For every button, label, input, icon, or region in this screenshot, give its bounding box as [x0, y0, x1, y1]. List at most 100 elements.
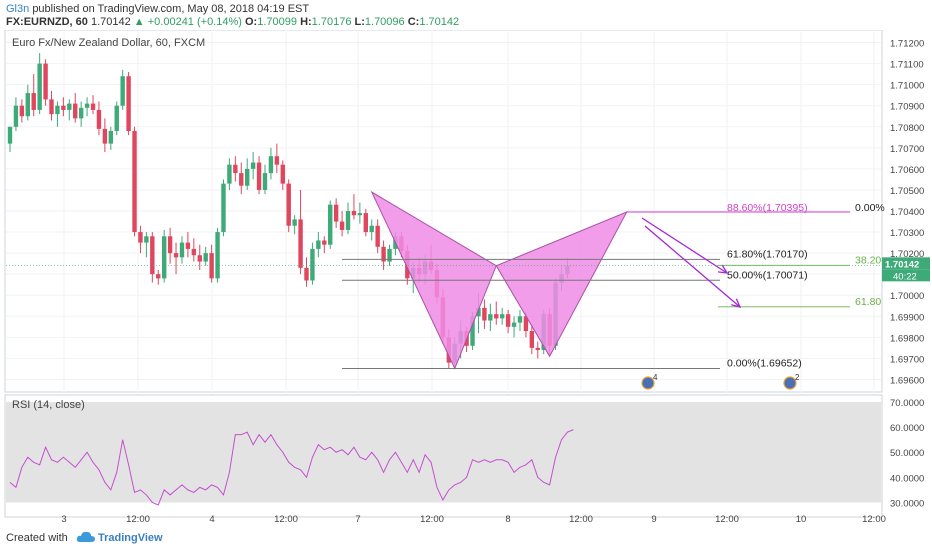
countdown-text: 40:22 [893, 271, 917, 282]
candle-body [310, 248, 315, 281]
candle-body [488, 314, 493, 321]
candle-body [221, 183, 226, 233]
time-tick-label: 12:00 [862, 514, 886, 525]
author-link[interactable]: Gl3n [6, 3, 30, 15]
candle-body [381, 246, 386, 262]
price-axis[interactable]: 1.71200 1.71100 1.71000 1.70900 1.70800 1.707… [6, 39, 930, 510]
candle-body [173, 253, 179, 258]
candle-body [351, 211, 357, 216]
candle-body [179, 242, 185, 258]
candle-body [191, 248, 197, 256]
candle-body [363, 213, 368, 233]
candle-body [84, 103, 90, 108]
candle-body [298, 219, 303, 268]
candle-body [96, 109, 102, 129]
price-tick-label: 1.70200 [890, 249, 924, 260]
candle-body [517, 316, 523, 323]
price-tick-label: 1.70500 [890, 186, 924, 197]
time-tick-label: 10 [796, 514, 807, 525]
candle-body [511, 322, 517, 327]
high-label: H: [300, 16, 312, 28]
candle-body [25, 93, 30, 117]
arrow-upper-head [717, 264, 729, 274]
candle-body [37, 63, 42, 110]
candle-body [67, 103, 72, 110]
candle-body [239, 173, 244, 186]
fib-000-label: 0.00%(1.69652) [727, 358, 802, 370]
time-tick-label: 8 [505, 514, 510, 525]
candle-body [250, 162, 256, 169]
candle-body [203, 253, 208, 262]
price-tick-label: 1.70300 [890, 228, 924, 239]
price-tick-label: 1.69800 [890, 333, 924, 344]
tradingview-brand[interactable]: TradingView [98, 532, 163, 544]
time-tick-label: 3 [61, 514, 66, 525]
fib-500-label: 50.00%(1.70071) [727, 269, 808, 281]
rsi-tick-label: 70.0000 [890, 398, 924, 409]
candle-body [90, 103, 96, 110]
price-chart[interactable]: Euro Fx/New Zealand Dollar, 60, FXCM 88.… [0, 30, 932, 526]
candle-body [55, 105, 60, 115]
price-tick-label: 1.69600 [890, 375, 924, 386]
price-tick-label: 1.70400 [890, 207, 924, 218]
candle-body [138, 232, 143, 243]
candle-body [262, 173, 268, 190]
time-tick-label: 12:00 [420, 514, 444, 525]
event-badge-count: 4 [653, 373, 658, 382]
candle-body [274, 156, 280, 165]
candle-body [144, 236, 149, 243]
time-tick-label: 12:00 [569, 514, 593, 525]
candle-body [345, 211, 351, 230]
event-badge-icon [783, 376, 797, 390]
candle-body [387, 248, 392, 262]
candle-body [535, 347, 540, 350]
candle-body [322, 240, 327, 245]
time-tick-label: 9 [651, 514, 656, 525]
low-value: 1.70096 [364, 16, 405, 28]
arrow-lower-shaft [644, 225, 741, 308]
candle-body [209, 253, 214, 279]
current-price: 1.70142 [90, 16, 131, 28]
pattern-triangle-bcd [495, 211, 628, 358]
symbol-label[interactable]: FX:EURNZD, 60 [6, 16, 88, 28]
candle-body [215, 232, 220, 279]
rsi-tick-label: 30.0000 [890, 498, 924, 509]
fib-levels[interactable]: 88.60%(1.70395) 0.00% 61.80%(1.70170) 50.00… [342, 202, 885, 370]
candle-body [333, 204, 339, 222]
candle-body [114, 105, 119, 131]
candle-body [102, 128, 108, 144]
fib-label-886: 88.60%(1.70395) [727, 202, 808, 214]
candle-body [286, 183, 291, 226]
candle-body [375, 225, 380, 247]
rsi-tick-label: 40.0000 [890, 473, 924, 484]
price-tick-label: 1.71100 [890, 60, 924, 71]
rsi-tick-label: 60.0000 [890, 423, 924, 434]
candle-body [156, 274, 161, 279]
candle-body [268, 156, 274, 174]
candle-body [339, 221, 345, 230]
candle-body [292, 219, 297, 226]
tradingview-cloud-icon [76, 531, 95, 542]
rsi-layer [9, 429, 574, 506]
price-tick-label: 1.70600 [890, 165, 924, 176]
price-tick-label: 1.69700 [890, 354, 924, 365]
event-badge-icon [641, 376, 655, 390]
price-tick-label: 1.71000 [890, 81, 924, 92]
projection-arrows[interactable] [641, 217, 742, 308]
time-axis[interactable]: 3 12:00 4 12:00 7 12:00 8 12:00 9 12:00 10 12:00 [61, 514, 886, 525]
candle-body [499, 314, 505, 319]
low-label: L: [354, 16, 365, 28]
candle-body [197, 255, 202, 262]
arrow-upper-shaft [641, 217, 728, 274]
price-tick-label: 1.70000 [890, 291, 924, 302]
time-tick-label: 12:00 [126, 514, 150, 525]
fib-label-zero-top: 0.00% [855, 202, 885, 214]
symbol-line: FX:EURNZD, 60 1.70142 ▲ +0.00241 (+0.14%… [6, 16, 459, 28]
rsi-band [6, 402, 881, 503]
candle-body [227, 164, 232, 184]
open-value: 1.70099 [257, 16, 297, 28]
price-tick-label: 1.69900 [890, 312, 924, 323]
candle-body [161, 236, 167, 279]
candle-body [185, 242, 191, 249]
